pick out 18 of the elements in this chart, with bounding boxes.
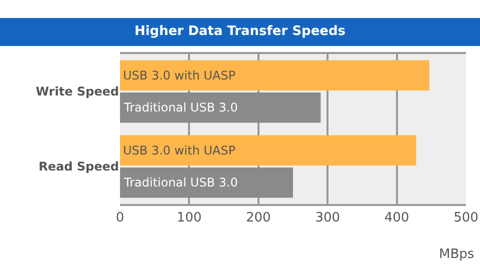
chart-title: Higher Data Transfer Speeds — [0, 18, 480, 46]
x-tick-label: 400 — [384, 210, 410, 226]
bar — [120, 135, 416, 166]
bar — [120, 167, 293, 198]
x-tick-label: 500 — [454, 210, 478, 226]
x-tick-label: 100 — [176, 210, 202, 226]
x-tick-label: 0 — [116, 210, 124, 226]
bar — [120, 92, 321, 123]
y-tick-label: Read Speed — [38, 160, 119, 174]
x-axis-title: MBps — [439, 247, 474, 262]
x-tick-label: 300 — [315, 210, 340, 226]
y-tick-label: Write Speed — [36, 84, 119, 99]
text: USB 3.0 with UASP — [123, 143, 236, 158]
series-label: Traditional USB 3.0 — [123, 100, 238, 115]
x-tick-label: 200 — [246, 210, 271, 226]
series-label: USB 3.0 with UASP — [123, 68, 236, 82]
bar — [120, 60, 430, 91]
text: Traditional USB 3.0 — [124, 176, 238, 190]
